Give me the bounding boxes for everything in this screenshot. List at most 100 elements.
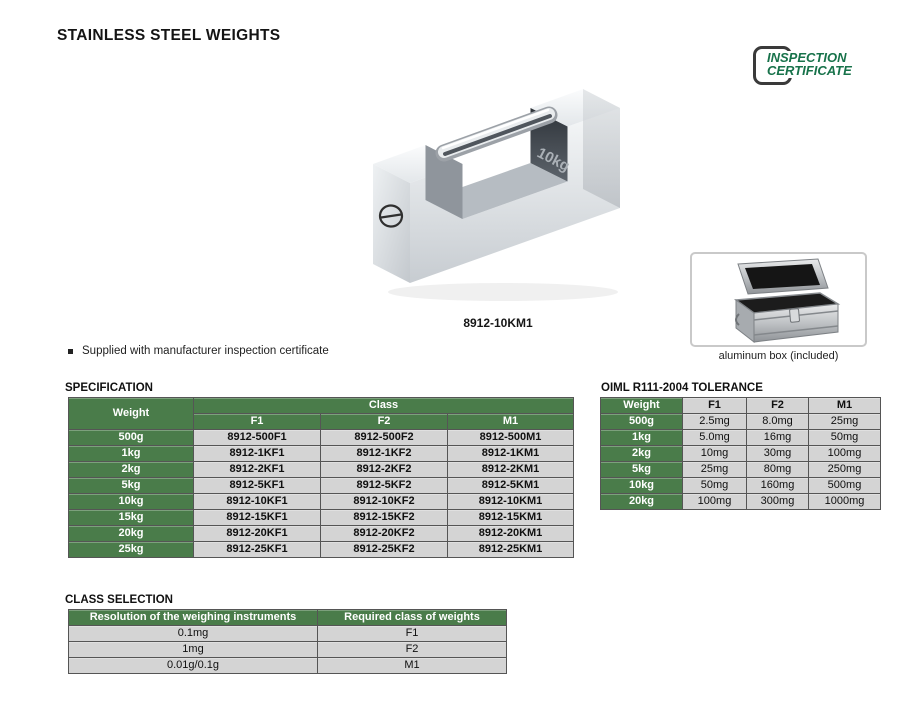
cell: 8912-20KF1 [193, 525, 321, 542]
cell: 8912-5KM1 [447, 477, 574, 494]
cell: 100mg [682, 493, 747, 510]
table-row: 500g 8912-500F1 8912-500F2 8912-500M1 [68, 429, 574, 446]
cell: 20kg [600, 493, 683, 510]
cell: 8912-20KF2 [320, 525, 448, 542]
cell: 30mg [746, 445, 809, 462]
weight-end-face [373, 164, 410, 283]
spec-col-f1: F1 [193, 413, 321, 430]
table-row: 0.1mg F1 [68, 625, 507, 642]
cell: 2kg [68, 461, 194, 478]
cell: 8.0mg [746, 413, 809, 430]
table-row: 5kg 8912-5KF1 8912-5KF2 8912-5KM1 [68, 477, 574, 494]
cell: 8912-15KF2 [320, 509, 448, 526]
aluminum-box-image [733, 258, 841, 344]
cell: 1mg [68, 641, 318, 658]
cell: 10kg [600, 477, 683, 494]
cell: 8912-500M1 [447, 429, 574, 446]
table-row: 20kg 100mg 300mg 1000mg [600, 493, 881, 510]
spec-header-row-2: F1 F2 M1 [69, 413, 574, 430]
cell: 500mg [808, 477, 881, 494]
cell: 8912-500F2 [320, 429, 448, 446]
cell: 8912-10KF1 [193, 493, 321, 510]
cell: 5kg [600, 461, 683, 478]
tolerance-col-weight: Weight [600, 397, 683, 414]
cell: 15kg [68, 509, 194, 526]
spec-header-row-1: Weight Class [68, 397, 574, 430]
spec-col-f2: F2 [320, 413, 448, 430]
cell: 8912-2KF1 [193, 461, 321, 478]
page-title: STAINLESS STEEL WEIGHTS [57, 27, 281, 44]
product-caption: 8912-10KM1 [463, 316, 533, 330]
table-row: 1kg 5.0mg 16mg 50mg [600, 429, 881, 446]
class-col-required: Required class of weights [317, 609, 507, 626]
table-row: 5kg 25mg 80mg 250mg [600, 461, 881, 478]
cell: 250mg [808, 461, 881, 478]
cell: 25mg [682, 461, 747, 478]
spec-weight-header: Weight [68, 397, 194, 430]
cell: 8912-1KF1 [193, 445, 321, 462]
cell: M1 [317, 657, 507, 674]
cell: F1 [317, 625, 507, 642]
aluminum-box-caption: aluminum box (included) [718, 350, 839, 362]
table-row: 1mg F2 [68, 641, 507, 658]
logo-text: INSPECTION CERTIFICATE [765, 51, 854, 78]
tolerance-heading: OIML R111-2004 TOLERANCE [601, 382, 763, 394]
table-row: 20kg 8912-20KF1 8912-20KF2 8912-20KM1 [68, 525, 574, 542]
class-col-resolution: Resolution of the weighing instruments [68, 609, 318, 626]
cell: 1000mg [808, 493, 881, 510]
cell: 80mg [746, 461, 809, 478]
cell: 8912-2KM1 [447, 461, 574, 478]
table-row: 25kg 8912-25KF1 8912-25KF2 8912-25KM1 [68, 541, 574, 558]
supplied-bullet: Supplied with manufacturer inspection ce… [68, 345, 329, 357]
cell: 8912-25KM1 [447, 541, 574, 558]
cell: 10kg [68, 493, 194, 510]
cell: 0.01g/0.1g [68, 657, 318, 674]
tolerance-col-f2: F2 [746, 397, 809, 414]
cell: 500g [600, 413, 683, 430]
spec-col-m1: M1 [447, 413, 574, 430]
cell: 16mg [746, 429, 809, 446]
cell: 8912-5KF1 [193, 477, 321, 494]
cell: 8912-1KM1 [447, 445, 574, 462]
table-row: 500g 2.5mg 8.0mg 25mg [600, 413, 881, 430]
table-row: 10kg 8912-10KF1 8912-10KF2 8912-10KM1 [68, 493, 574, 510]
cell: 50mg [808, 429, 881, 446]
cell: 25mg [808, 413, 881, 430]
cell: 8912-10KM1 [447, 493, 574, 510]
inspection-certificate-logo: INSPECTION CERTIFICATE [753, 45, 883, 85]
cell: 50mg [682, 477, 747, 494]
cell: 1kg [600, 429, 683, 446]
adjustment-seal-icon [378, 204, 404, 228]
cell: 100mg [808, 445, 881, 462]
tolerance-header-row: Weight F1 F2 M1 [600, 397, 881, 414]
cell: 5kg [68, 477, 194, 494]
spec-table: Weight Class F1 F2 M1 500g 8912-500F1 89… [68, 397, 574, 558]
cell: 25kg [68, 541, 194, 558]
cell: 160mg [746, 477, 809, 494]
box-handle-icon [735, 313, 740, 326]
weight-right-end-face [583, 89, 620, 208]
cell: 2kg [600, 445, 683, 462]
class-selection-header-row: Resolution of the weighing instruments R… [68, 609, 507, 626]
spec-class-header: Class [193, 397, 574, 414]
class-selection-table: Resolution of the weighing instruments R… [68, 609, 507, 674]
cell: 8912-2KF2 [320, 461, 448, 478]
cell: 10mg [682, 445, 747, 462]
logo-line-1: INSPECTION [767, 50, 847, 65]
spec-heading: SPECIFICATION [65, 382, 153, 394]
aluminum-box-frame [690, 252, 867, 347]
table-row: 2kg 10mg 30mg 100mg [600, 445, 881, 462]
table-row: 10kg 50mg 160mg 500mg [600, 477, 881, 494]
cell: 8912-1KF2 [320, 445, 448, 462]
cell: 2.5mg [682, 413, 747, 430]
tolerance-col-f1: F1 [682, 397, 747, 414]
table-row: 0.01g/0.1g M1 [68, 657, 507, 674]
table-row: 1kg 8912-1KF1 8912-1KF2 8912-1KM1 [68, 445, 574, 462]
cell: 8912-15KF1 [193, 509, 321, 526]
tolerance-col-m1: M1 [808, 397, 881, 414]
cell: 1kg [68, 445, 194, 462]
weight-inner-left-wall [425, 145, 463, 219]
cell: 8912-15KM1 [447, 509, 574, 526]
cell: 5.0mg [682, 429, 747, 446]
cell: 8912-5KF2 [320, 477, 448, 494]
